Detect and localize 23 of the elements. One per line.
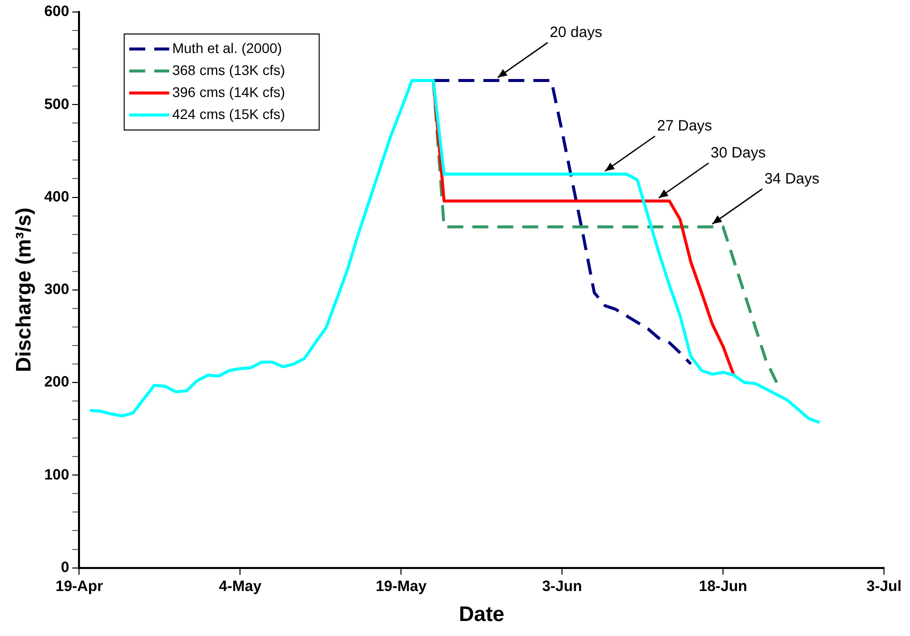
x-tick-label: 3-Jun (542, 578, 582, 595)
annotation: 30 Days (710, 144, 766, 162)
x-axis-title: Date (458, 603, 504, 626)
x-tick-label: 18-Jun (698, 578, 748, 595)
x-tick-label: 3-Jul (866, 578, 902, 595)
y-tick-label: 200 (44, 374, 70, 391)
annotation: 34 Days (764, 170, 820, 188)
y-axis-title: Discharge (m³/s) (12, 208, 36, 372)
y-tick-label: 0 (60, 558, 70, 576)
legend-label: 368 cms (13K cfs) (172, 62, 286, 78)
y-tick-label: 500 (44, 96, 70, 113)
legend-label: 424 cms (15K cfs) (172, 106, 286, 122)
y-tick-label: 600 (44, 3, 70, 20)
x-tick-label: 19-May (376, 578, 428, 595)
annotation: 27 Days (657, 118, 712, 135)
annotation: 20 days (550, 24, 602, 42)
x-tick-label: 4-May (218, 578, 262, 595)
legend-label: Muth et al. (2000) (172, 40, 282, 56)
y-tick-label: 300 (44, 281, 70, 298)
x-tick-label: 19-Apr (55, 578, 104, 595)
y-tick-label: 400 (44, 188, 70, 206)
y-tick-label: 100 (44, 466, 70, 484)
legend-label: 396 cms (14K cfs) (172, 84, 286, 100)
